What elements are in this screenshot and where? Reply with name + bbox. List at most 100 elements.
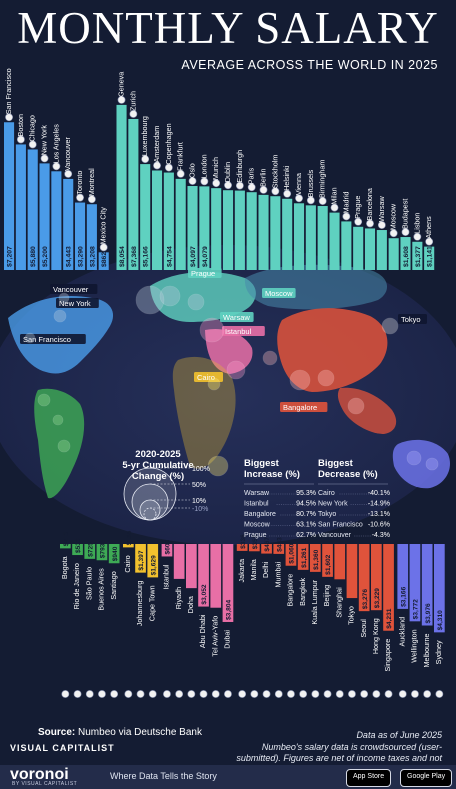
bar-moscow: [388, 238, 399, 270]
data-as-of: Data as of June 2025: [356, 730, 442, 740]
value-zurich: $7,368: [131, 246, 138, 267]
russia-shape: [244, 264, 388, 310]
bar-seoul: [358, 544, 370, 612]
legend-level-1: 50%: [192, 482, 206, 489]
bar-helsinki: [282, 198, 293, 270]
flag-dublin-icon: [224, 181, 232, 190]
flag-wellington-icon: [411, 690, 419, 698]
bar-dublin: [222, 190, 234, 270]
flag-doha-icon: [187, 690, 196, 698]
bar-vienna: [293, 203, 305, 270]
flag-s-o-paulo-icon: [85, 690, 94, 698]
label-stockholm: Stockholm: [270, 155, 279, 189]
value-bogota: $213: [63, 531, 70, 546]
label-edinburgh: Edinburgh: [235, 150, 244, 183]
map-bubble: [226, 360, 246, 380]
bar-munich: [211, 188, 222, 270]
flag-mumbai-icon: [274, 690, 283, 698]
map-bubble: [406, 450, 422, 466]
africa-shape: [172, 356, 236, 469]
map-bubble: [187, 293, 205, 311]
label-geneva: Geneva: [116, 72, 125, 97]
increase-row-value: 80.7%: [296, 511, 316, 518]
decrease-row-value: -10.6%: [368, 522, 390, 529]
label-bangalore: Bangalore: [286, 574, 295, 607]
flag-buenos-aires-icon: [98, 690, 106, 698]
map-bubble: [262, 350, 278, 366]
tagline: Where Data Tells the Story: [110, 771, 217, 781]
label-melbourne: Melbourne: [422, 634, 431, 668]
map-label-moscow: Moscow: [265, 289, 293, 298]
label-luxembourg: Luxembourg: [140, 116, 149, 156]
label-istanbul: Istanbul: [162, 564, 171, 590]
flag-amsterdam-icon: [153, 161, 161, 170]
bar-cairo: [123, 544, 134, 548]
source-value: Numbeo via Deutsche Bank: [78, 727, 202, 738]
source-line: Source: Numbeo via Deutsche Bank: [38, 727, 202, 738]
value-manila: $355: [252, 534, 259, 549]
map-bubble: [289, 369, 311, 391]
label-riyadh: Riyadh: [174, 587, 183, 609]
flag-brussels-icon: [306, 196, 315, 205]
map-label-box-istanbul: [222, 326, 265, 336]
label-cairo: Cairo: [123, 555, 132, 572]
bar-athens: [424, 246, 435, 270]
brand-byline: BY VISUAL CAPITALIST: [12, 781, 78, 787]
label-lisbon: Lisbon: [412, 213, 421, 234]
label-warsaw: Warsaw: [377, 196, 386, 222]
value-athens: $1,141: [427, 246, 434, 267]
map-bubble: [381, 317, 399, 335]
label-kuala-lumpur: Kuala Lumpur: [310, 579, 319, 624]
google-play-button[interactable]: Google Play: [400, 769, 453, 787]
label-dublin: Dublin: [223, 162, 232, 182]
oceania-shape: [392, 439, 450, 489]
map-label-san-francisco: San Francisco: [23, 335, 71, 344]
value-melbourne: $3,976: [425, 603, 432, 624]
increase-row-city: Moscow: [244, 522, 271, 529]
label-boston: Boston: [16, 114, 25, 136]
southeast-asia-shape: [337, 387, 397, 434]
bar-stockholm: [270, 196, 281, 270]
app-store-button[interactable]: App Store: [346, 769, 392, 787]
label-munich: Munich: [211, 157, 220, 180]
decrease-row-city: Tokyo: [318, 511, 336, 518]
flag-bangalore-icon: [287, 690, 295, 698]
label-manila: Manila: [249, 559, 258, 580]
flag-birmingham-icon: [318, 197, 327, 205]
value-cairo: $165: [126, 530, 133, 545]
flag-kuala-lumpur-icon: [311, 690, 320, 698]
map-label-new-york: New York: [59, 299, 91, 308]
bar-vancouver: [63, 178, 74, 270]
label-vienna: Vienna: [294, 173, 303, 195]
label-bogota: Bogota: [60, 556, 69, 579]
bar-johannesburg: [135, 544, 146, 573]
increase-row-value: 95.3%: [296, 490, 316, 497]
value-beijing: $1,602: [325, 554, 332, 575]
label-buenos-aires: Buenos Aires: [97, 568, 106, 611]
increase-row-value: 63.1%: [296, 522, 316, 529]
bar-bogota: [60, 544, 71, 549]
flag-moscow-icon: [389, 229, 398, 238]
bottom-bars: $213 Bogota $539 Rio de Janeiro $725 São Paul…: [60, 530, 445, 698]
map-bubble: [37, 393, 51, 407]
flag-rio-de-janeiro-icon: [73, 690, 82, 698]
flag-singapore-icon: [384, 690, 393, 698]
bar-cape-town: [147, 544, 159, 578]
bar-tokyo: [346, 544, 358, 599]
flag-bogota-icon: [61, 690, 70, 698]
label-prague: Prague: [353, 196, 362, 219]
bar-buenos-aires: [96, 544, 108, 561]
map-bubble: [425, 457, 439, 471]
voronoi-logo[interactable]: voronoi: [10, 766, 69, 783]
flag-riyadh-icon: [175, 690, 184, 698]
flag-stockholm-icon: [271, 187, 280, 196]
bar-copenhagen: [163, 172, 174, 270]
flag-paris-icon: [247, 183, 256, 192]
europe-shape: [150, 271, 256, 322]
flag-tokyo-icon: [348, 690, 356, 698]
label-wellington: Wellington: [410, 629, 419, 662]
map-label-box-warsaw: [220, 312, 254, 322]
legend-level-0: 100%: [192, 466, 210, 473]
bar-doha: [186, 544, 197, 589]
value-jakarta: $336: [240, 534, 247, 549]
